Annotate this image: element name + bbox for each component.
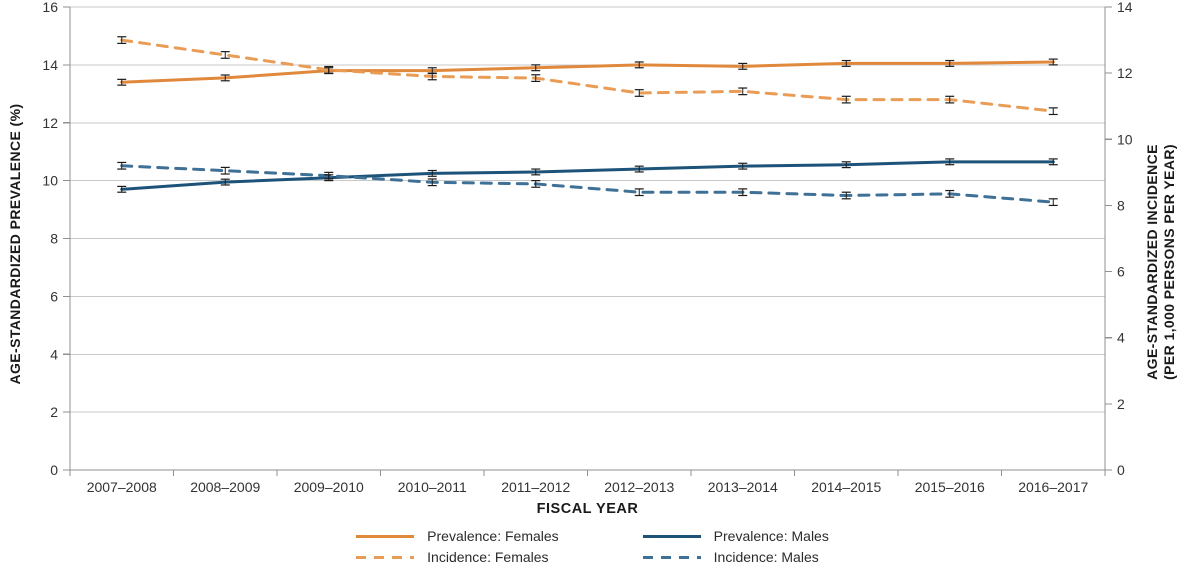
- left-axis-tick-label: 8: [50, 231, 58, 247]
- right-axis-tick-label: 0: [1117, 462, 1125, 478]
- left-axis-title: AGE-STANDARDIZED PREVALENCE (%): [7, 103, 23, 385]
- x-axis-title: FISCAL YEAR: [536, 501, 639, 517]
- x-axis-category-label: 2008–2009: [190, 479, 260, 495]
- x-axis-category-label: 2012–2013: [604, 479, 674, 495]
- legend-column-males: Prevalence: Males Incidence: Males: [642, 528, 829, 565]
- right-axis-tick-label: 6: [1117, 264, 1125, 280]
- x-axis-category-label: 2015–2016: [915, 479, 985, 495]
- right-axis-title: AGE-STANDARDIZED INCIDENCE (PER 1,000 PE…: [1144, 144, 1178, 380]
- legend-swatch-prevalence-females-line: [356, 534, 415, 538]
- right-axis-tick-label: 10: [1117, 131, 1133, 147]
- x-axis-category-label: 2013–2014: [708, 479, 778, 495]
- legend-item-incidence-males: Incidence: Males: [642, 549, 829, 565]
- x-axis-category-label: 2010–2011: [398, 479, 467, 495]
- right-axis-tick-label: 2: [1117, 396, 1125, 412]
- right-axis-tick-label: 4: [1117, 330, 1125, 346]
- legend-item-prevalence-males: Prevalence: Males: [642, 528, 829, 544]
- left-axis-tick-label: 0: [50, 462, 58, 478]
- legend-swatch-incidence-females-line: [356, 555, 415, 559]
- right-axis-title-line2: (PER 1,000 PERSONS PER YEAR): [1161, 144, 1177, 380]
- legend-label-prevalence-males: Prevalence: Males: [713, 528, 829, 544]
- right-axis-tick-label: 12: [1117, 65, 1133, 81]
- series-line-incidence-males: [120, 164, 1055, 204]
- left-axis-tick-label: 4: [50, 346, 58, 362]
- left-axis-tick-label: 14: [42, 57, 58, 73]
- legend-label-incidence-females: Incidence: Females: [427, 549, 549, 565]
- left-axis-tick-label: 6: [50, 288, 58, 304]
- legend-swatch-prevalence-males-line: [642, 534, 701, 538]
- right-axis-tick-label: 14: [1117, 0, 1133, 15]
- legend-label-incidence-males: Incidence: Males: [713, 549, 819, 565]
- x-axis-category-label: 2007–2008: [87, 479, 157, 495]
- x-axis-category-label: 2009–2010: [294, 479, 364, 495]
- legend-label-prevalence-females: Prevalence: Females: [427, 528, 559, 544]
- left-axis-tick-label: 2: [50, 404, 58, 420]
- x-axis-category-label: 2014–2015: [811, 479, 881, 495]
- left-axis-tick-label: 16: [42, 0, 58, 15]
- right-axis-tick-label: 8: [1117, 197, 1125, 213]
- series-line-prevalence-females: [120, 60, 1055, 84]
- legend-item-prevalence-females: Prevalence: Females: [356, 528, 559, 544]
- legend-column-females: Prevalence: Females Incidence: Females: [356, 528, 559, 565]
- left-axis-tick-label: 12: [42, 115, 58, 131]
- legend: Prevalence: Females Incidence: Females P…: [0, 528, 1185, 565]
- x-axis-category-label: 2011–2012: [501, 479, 570, 495]
- legend-swatch-incidence-males-line: [642, 555, 701, 559]
- right-axis-title-line1: AGE-STANDARDIZED INCIDENCE: [1144, 144, 1160, 380]
- legend-item-incidence-females: Incidence: Females: [356, 549, 559, 565]
- left-axis-tick-label: 10: [42, 173, 58, 189]
- series-line-prevalence-males: [120, 160, 1055, 191]
- series-line-incidence-females: [120, 38, 1055, 113]
- x-axis-category-label: 2016–2017: [1018, 479, 1088, 495]
